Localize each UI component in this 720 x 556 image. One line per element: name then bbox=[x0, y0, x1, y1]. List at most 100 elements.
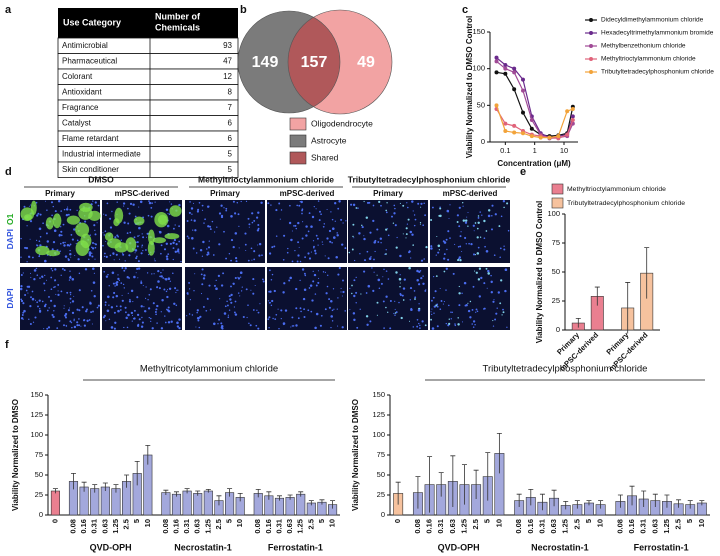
nucleus bbox=[165, 208, 169, 212]
nucleus bbox=[134, 249, 138, 252]
nucleus bbox=[389, 327, 392, 330]
nucleus bbox=[59, 242, 62, 245]
nucleus bbox=[107, 273, 109, 276]
nucleus bbox=[38, 255, 41, 258]
bar bbox=[50, 490, 60, 516]
nucleus bbox=[319, 324, 322, 327]
nucleus bbox=[89, 234, 91, 236]
nucleus bbox=[506, 326, 508, 328]
table-cell: Colorant bbox=[62, 72, 93, 81]
nucleus bbox=[44, 274, 46, 277]
nucleus bbox=[146, 272, 149, 274]
nucleus bbox=[45, 232, 48, 235]
nucleus bbox=[322, 243, 324, 246]
group-label: Necrostatin-1 bbox=[531, 542, 589, 552]
nucleus bbox=[21, 314, 24, 316]
nucleus bbox=[220, 284, 224, 287]
nucleus bbox=[86, 319, 89, 322]
table-cell: 5 bbox=[228, 149, 233, 158]
nucleus bbox=[336, 234, 339, 237]
nucleus bbox=[136, 255, 138, 258]
nucleus bbox=[331, 218, 334, 221]
nucleus bbox=[352, 223, 355, 226]
nucleus bbox=[147, 299, 149, 301]
nucleus bbox=[237, 277, 241, 280]
nucleus bbox=[52, 205, 54, 208]
nucleus bbox=[246, 316, 248, 319]
nucleus bbox=[252, 309, 255, 311]
nucleus bbox=[195, 326, 197, 328]
nucleus bbox=[53, 304, 56, 308]
nucleus bbox=[373, 258, 375, 261]
nucleus bbox=[106, 309, 110, 313]
nucleus bbox=[150, 215, 153, 218]
data-point bbox=[494, 55, 499, 60]
nucleus bbox=[472, 326, 475, 328]
nucleus bbox=[142, 284, 144, 287]
nucleus bbox=[414, 218, 417, 221]
nucleus bbox=[126, 326, 129, 329]
x-tick-label: 10 bbox=[328, 519, 337, 527]
nucleus bbox=[54, 210, 57, 213]
nucleus bbox=[470, 242, 473, 246]
x-tick-label: 1.25 bbox=[203, 519, 212, 534]
nucleus bbox=[232, 245, 235, 249]
data-point bbox=[570, 114, 575, 119]
error-bar bbox=[81, 481, 87, 492]
nucleus bbox=[411, 233, 414, 236]
legend-swatch bbox=[551, 197, 564, 209]
nucleus bbox=[73, 228, 76, 231]
nucleus bbox=[94, 246, 97, 249]
nucleus bbox=[342, 279, 344, 282]
o1-cell bbox=[45, 217, 54, 230]
nucleus bbox=[279, 218, 281, 220]
nucleus bbox=[323, 223, 326, 225]
error-bar-path bbox=[308, 500, 314, 506]
nucleus bbox=[232, 282, 235, 285]
nucleus bbox=[490, 291, 493, 294]
nucleus bbox=[73, 318, 75, 321]
nucleus bbox=[338, 266, 341, 270]
nucleus bbox=[359, 253, 361, 255]
nucleus bbox=[414, 296, 417, 299]
nucleus bbox=[169, 242, 172, 245]
nucleus bbox=[467, 225, 469, 227]
error-bar-path bbox=[438, 472, 444, 497]
nucleus bbox=[69, 276, 72, 279]
nucleus bbox=[386, 202, 388, 204]
nucleus bbox=[51, 269, 54, 272]
nucleus bbox=[207, 251, 210, 254]
nucleus bbox=[462, 202, 464, 204]
nucleus bbox=[126, 232, 129, 234]
nucleus bbox=[147, 214, 150, 217]
nucleus bbox=[19, 287, 23, 291]
legend-label: Didecyldimethylammonium chloride bbox=[601, 17, 704, 24]
nucleus bbox=[317, 281, 320, 284]
nucleus bbox=[67, 258, 70, 262]
error-bar bbox=[641, 490, 647, 507]
nucleus bbox=[342, 290, 345, 294]
x-tick-label: 0.08 bbox=[413, 519, 422, 534]
nucleus bbox=[361, 226, 364, 229]
nucleus bbox=[454, 243, 456, 245]
nucleus bbox=[29, 220, 33, 223]
nucleus bbox=[105, 214, 107, 217]
o1-cell bbox=[154, 212, 169, 228]
nucleus bbox=[178, 240, 181, 243]
nucleus bbox=[230, 293, 233, 297]
nucleus bbox=[487, 269, 490, 273]
nucleus bbox=[471, 323, 473, 325]
nucleus bbox=[385, 295, 388, 298]
nucleus bbox=[324, 271, 326, 273]
nucleus bbox=[443, 253, 446, 256]
series-line bbox=[496, 71, 574, 137]
error-bar bbox=[205, 489, 211, 493]
nucleus bbox=[176, 325, 180, 328]
data-point bbox=[512, 87, 517, 92]
nucleus bbox=[490, 280, 493, 284]
nucleus bbox=[433, 312, 435, 314]
nucleus bbox=[503, 248, 506, 251]
nucleus bbox=[136, 267, 139, 271]
nucleus bbox=[152, 302, 155, 305]
